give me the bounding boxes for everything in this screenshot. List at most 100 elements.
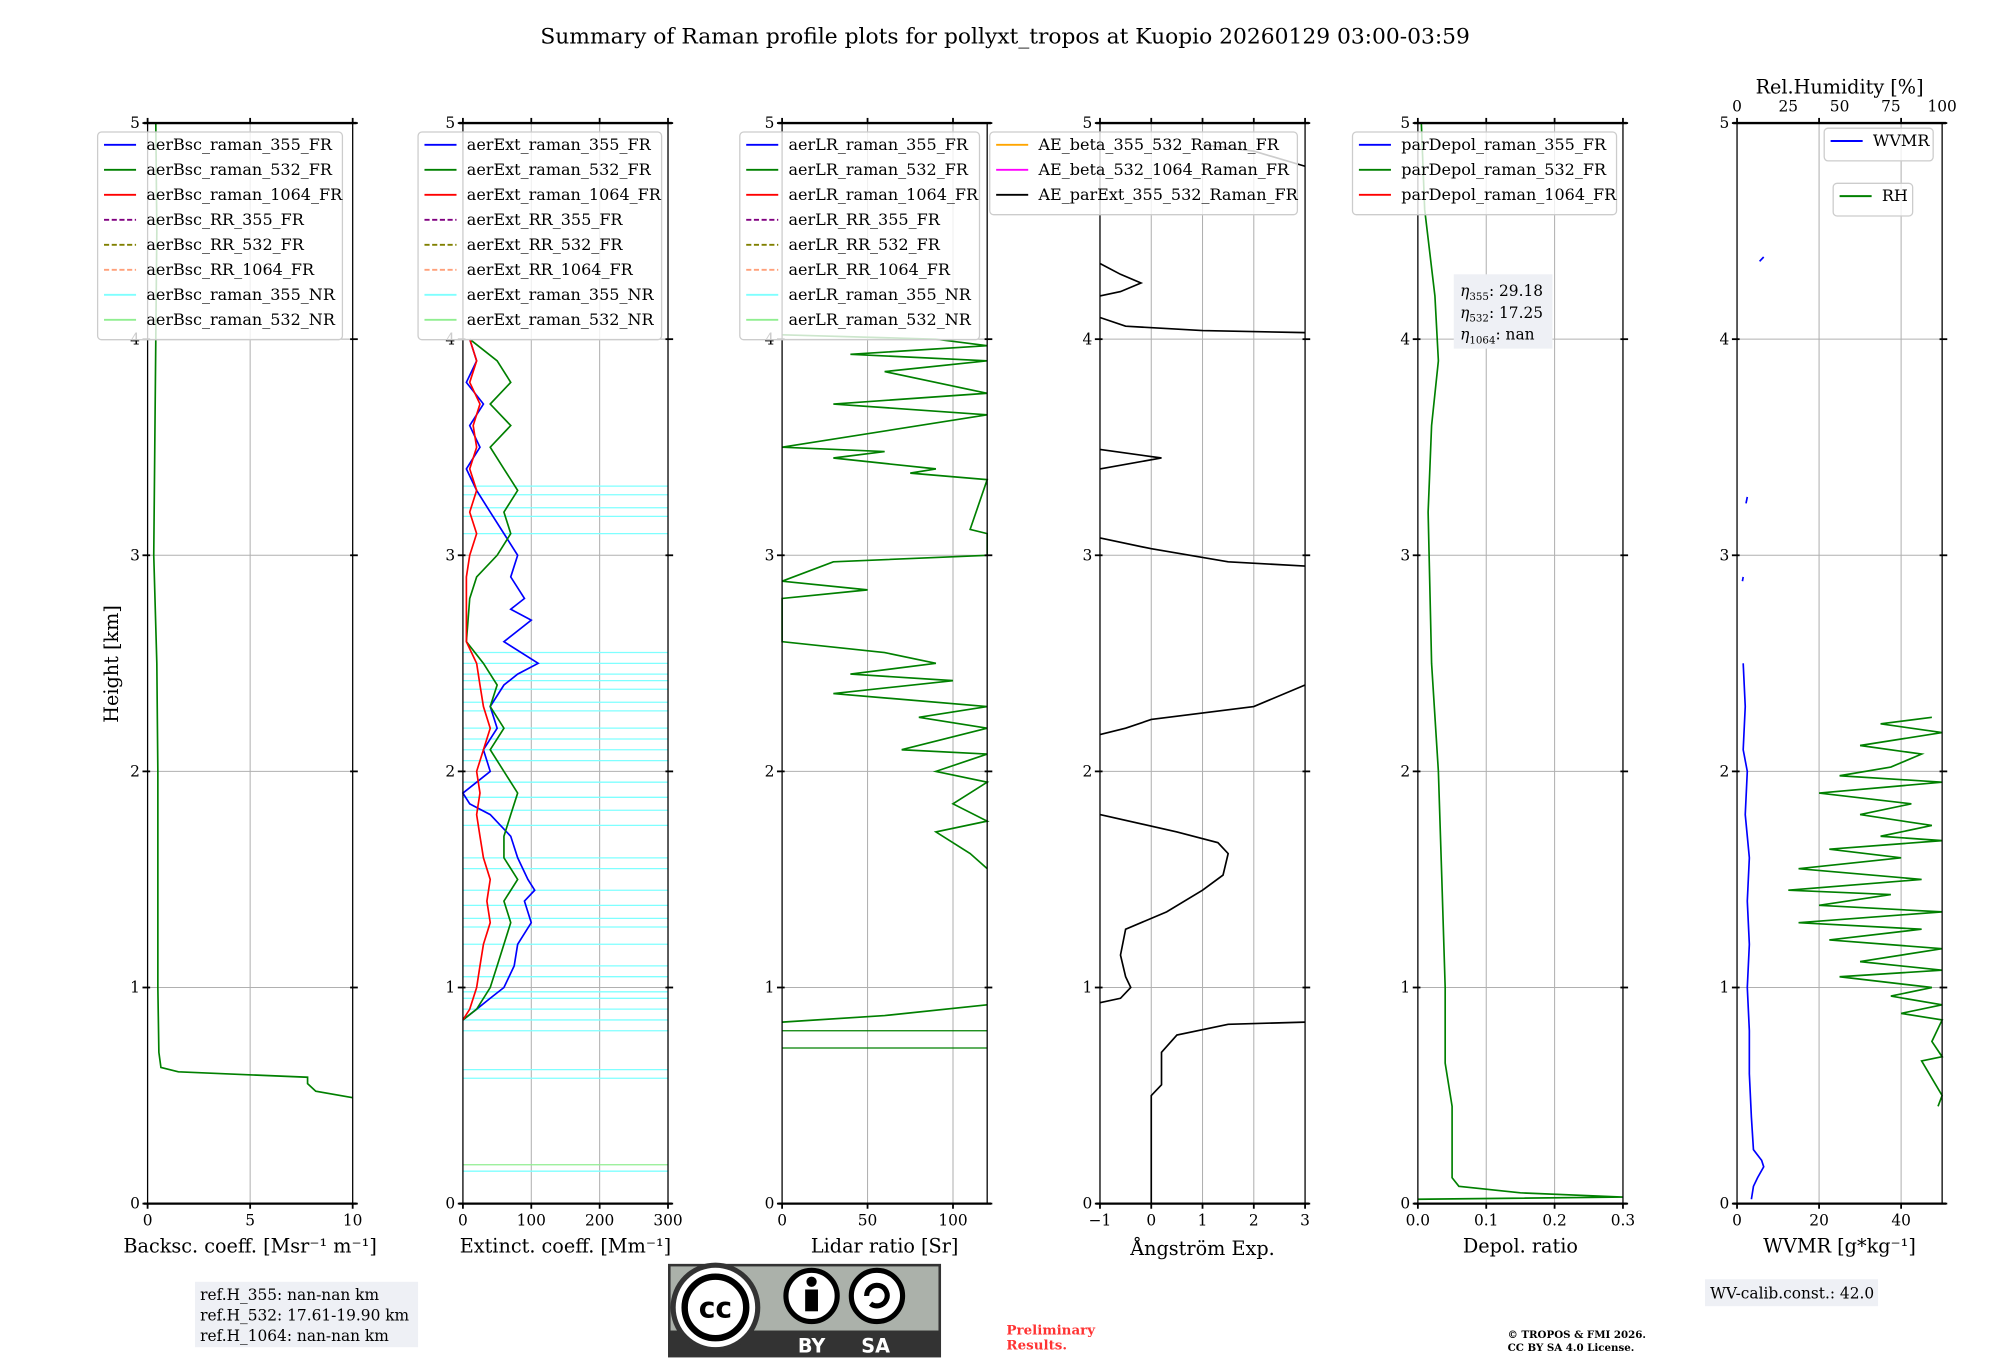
series-line-ae_d [1099, 448, 1162, 470]
y-tick-label: 5 [1082, 114, 1092, 132]
eta-value: η355: 29.18 [1460, 282, 1543, 303]
series-line-aerLR_raman_532_FR_low [782, 1003, 988, 1023]
eta-text: : 29.18 [1489, 282, 1543, 300]
series-line-WVMR [1742, 663, 1765, 1200]
legend-box [417, 131, 663, 341]
x-tick-label: 20 [1809, 1211, 1829, 1229]
x-tick-label: 0 [1732, 1211, 1742, 1229]
annotation-bg [1453, 274, 1553, 349]
x-tick-label: 0.3 [1611, 1211, 1635, 1229]
copyright-line1: © TROPOS & FMI 2026. [1508, 1329, 1646, 1341]
series-line-parDepol_raman_532_FR [1417, 123, 1623, 1201]
legend-label: aerLR_raman_355_NR [789, 285, 972, 304]
series-line-aerBsc_raman_532_FR [152, 123, 353, 1099]
y-tick-label: 5 [445, 114, 455, 132]
y-tick-label: 5 [1400, 114, 1410, 132]
legend-label: aerExt_raman_532_NR [467, 310, 655, 329]
x-tick-label: 0.0 [1406, 1211, 1430, 1229]
legend-box [1351, 131, 1618, 216]
ref-h-532: ref.H_532: 17.61-19.90 km [200, 1306, 409, 1324]
legend-box [96, 131, 344, 341]
x-axis-label: Depol. ratio [1463, 1234, 1578, 1257]
x-tick-label: 3 [1300, 1211, 1310, 1229]
top-x-tick-label: 25 [1779, 98, 1799, 116]
y-tick-label: 2 [1400, 763, 1410, 781]
legend-label: RH [1882, 186, 1908, 205]
x-axis-label: Ångström Exp. [1129, 1237, 1275, 1260]
x-tick-label: 50 [858, 1211, 878, 1229]
ref-h-355: ref.H_355: nan-nan km [200, 1286, 379, 1304]
ref-h-1064: ref.H_1064: nan-nan km [200, 1327, 389, 1345]
wv-calib-box [1704, 1279, 1879, 1307]
x-tick-label: 0.2 [1542, 1211, 1566, 1229]
reference-height-box: ref.H_355: nan-nan km ref.H_532: 17.61-1… [195, 1281, 419, 1348]
y-tick-label: 2 [130, 763, 140, 781]
legend-label: aerLR_raman_355_FR [789, 135, 969, 154]
x-tick-label: 2 [1249, 1211, 1259, 1229]
x-axis-label: Extinct. coeff. [Mm⁻¹] [460, 1234, 671, 1257]
legend-label: aerLR_RR_532_FR [789, 235, 941, 254]
x-tick-label: 10 [343, 1211, 363, 1229]
series-line-WVMR_high1 [1758, 256, 1765, 262]
x-axis-label: Backsc. coeff. [Msr⁻¹ m⁻¹] [123, 1234, 377, 1257]
y-tick-label: 0 [445, 1195, 455, 1213]
legend-label: aerBsc_raman_355_NR [146, 285, 336, 304]
eta-value: η1064: nan [1460, 326, 1534, 347]
legend-label: aerBsc_raman_355_FR [146, 135, 333, 154]
preliminary-results-line1: Preliminary [1006, 1322, 1096, 1338]
eta-subscript: 532 [1469, 313, 1489, 325]
legend-label: parDepol_raman_532_FR [1401, 160, 1607, 179]
panel-1: 0123450510Backsc. coeff. [Msr⁻¹ m⁻¹]aerB… [96, 114, 377, 1257]
panel-2: 0123450100200300Extinct. coeff. [Mm⁻¹]ae… [417, 114, 683, 1257]
x-tick-label: 5 [245, 1211, 255, 1229]
x-tick-label: 1 [1198, 1211, 1208, 1229]
legend-label: aerLR_raman_1064_FR [789, 185, 980, 204]
y-tick-label: 1 [1720, 979, 1730, 997]
legend-label: aerBsc_raman_532_NR [146, 310, 336, 329]
y-tick-label: 0 [1720, 1195, 1730, 1213]
y-tick-label: 1 [130, 979, 140, 997]
cc-text: cc [699, 1292, 732, 1325]
y-tick-label: 4 [1400, 330, 1410, 348]
x-tick-label: 40 [1891, 1211, 1911, 1229]
legend: RH [1832, 182, 1914, 217]
x-tick-label: 200 [585, 1211, 614, 1229]
series-line-ae_h [1150, 1021, 1306, 1204]
legend-label: aerLR_raman_532_NR [789, 310, 972, 329]
x-tick-label: 0 [1146, 1211, 1156, 1229]
legend-box [989, 131, 1299, 216]
y-tick-label: 2 [1082, 763, 1092, 781]
y-tick-label: 1 [445, 979, 455, 997]
y-tick-label: 4 [1082, 330, 1092, 348]
eta-symbol: η [1460, 304, 1470, 322]
top-x-axis-label: Rel.Humidity [%] [1756, 76, 1924, 99]
legend-label: parDepol_raman_355_FR [1401, 135, 1607, 154]
legend-label: aerBsc_RR_1064_FR [146, 260, 315, 279]
eta-value: η532: 17.25 [1460, 304, 1543, 325]
series-line-aerLR_raman_532_FR [781, 333, 990, 870]
legend-label: aerBsc_RR_532_FR [146, 235, 304, 254]
top-x-tick-label: 0 [1732, 98, 1742, 116]
top-x-tick-label: 50 [1830, 98, 1850, 116]
series-line-ae_c [1099, 316, 1306, 334]
series-line-ae_f [1099, 684, 1306, 736]
figure-title: Summary of Raman profile plots for polly… [540, 25, 1470, 50]
legend-label: aerLR_RR_1064_FR [789, 260, 951, 279]
legend-label: aerLR_raman_532_FR [789, 160, 969, 179]
y-tick-label: 0 [130, 1195, 140, 1213]
x-tick-label: 0 [458, 1211, 468, 1229]
eta-subscript: 355 [1469, 291, 1489, 303]
y-tick-label: 1 [1400, 979, 1410, 997]
series-line-ae_e [1099, 537, 1306, 567]
legend-box [739, 131, 981, 341]
series-line-RH [1788, 716, 1944, 1107]
legend-label: WVMR [1873, 131, 1930, 150]
eta-text: : 17.25 [1489, 304, 1543, 322]
y-tick-label: 3 [765, 546, 775, 564]
eta-subscript: 1064 [1469, 335, 1495, 347]
top-x-tick-label: 100 [1927, 98, 1956, 116]
x-tick-label: 0 [143, 1211, 153, 1229]
